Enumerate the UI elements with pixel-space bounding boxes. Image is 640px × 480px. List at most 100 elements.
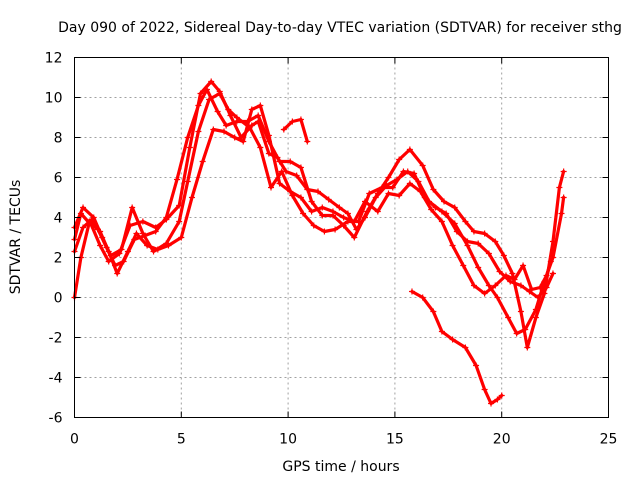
data-point [464, 238, 471, 245]
data-point [517, 308, 524, 315]
data-point [509, 270, 516, 277]
data-point [105, 258, 112, 265]
data-point [485, 282, 492, 289]
data-point [233, 118, 240, 125]
data-point [556, 184, 563, 191]
data-point [276, 158, 283, 165]
y-tick-label: -2 [49, 331, 63, 347]
data-point [124, 248, 131, 255]
data-point [406, 146, 413, 153]
data-point [494, 396, 501, 403]
data-point [441, 198, 448, 205]
data-point [541, 290, 548, 297]
data-point [406, 180, 413, 187]
data-point [257, 102, 264, 109]
data-point [549, 238, 556, 245]
data-point [332, 226, 339, 233]
data-point [366, 190, 373, 197]
data-point [558, 210, 565, 217]
data-point [419, 294, 426, 301]
data-point [197, 90, 204, 97]
data-point [199, 158, 206, 165]
y-tick-label: 12 [45, 51, 63, 67]
data-point [255, 112, 262, 119]
chart-title: Day 090 of 2022, Sidereal Day-to-day VTE… [58, 20, 622, 36]
data-point [396, 192, 403, 199]
data-point [308, 198, 315, 205]
data-point [513, 330, 520, 337]
data-point [428, 206, 435, 213]
data-point [432, 204, 439, 211]
data-point [374, 208, 381, 215]
y-tick-label: -4 [49, 371, 63, 387]
data-point [400, 168, 407, 175]
x-tick-label: 15 [386, 432, 404, 448]
data-point [430, 308, 437, 315]
data-point [511, 276, 518, 283]
data-point [460, 262, 467, 269]
data-point [265, 150, 272, 157]
data-point [520, 262, 527, 269]
data-point [364, 208, 371, 215]
data-point [449, 242, 456, 249]
y-tick-label: 6 [54, 171, 63, 187]
data-point [195, 128, 202, 135]
data-point [329, 208, 336, 215]
data-point [297, 116, 304, 123]
data-point [188, 194, 195, 201]
x-tick-label: 0 [70, 432, 79, 448]
data-point [216, 90, 223, 97]
data-point [176, 218, 183, 225]
data-point [297, 164, 304, 171]
data-point [257, 144, 264, 151]
data-point [105, 248, 112, 255]
data-point [470, 228, 477, 235]
data-point [97, 228, 104, 235]
data-point [319, 212, 326, 219]
series-trace [72, 87, 566, 350]
data-point [248, 106, 255, 113]
data-point [496, 268, 503, 275]
data-point [494, 294, 501, 301]
data-point [517, 282, 524, 289]
data-point [462, 344, 469, 351]
plot-frame [74, 57, 609, 418]
data-point [319, 204, 326, 211]
x-tick-label: 20 [493, 432, 511, 448]
data-point [97, 242, 104, 249]
data-point [152, 228, 159, 235]
data-point [475, 240, 482, 247]
data-point [315, 188, 322, 195]
data-point [411, 170, 418, 177]
data-point [408, 288, 415, 295]
data-point [297, 194, 304, 201]
series-trace [410, 289, 504, 406]
data-point [543, 272, 550, 279]
data-point [351, 218, 358, 225]
data-point [396, 156, 403, 163]
data-point [473, 362, 480, 369]
data-point [287, 188, 294, 195]
series-trace [72, 103, 553, 296]
axis-ticks: 0 5 10 15 20 25 -6 -4 -2 0 2 4 6 8 10 12 [45, 51, 618, 448]
data-point [532, 314, 539, 321]
data-point [308, 208, 315, 215]
data-point [268, 184, 275, 191]
data-point [223, 122, 230, 129]
data-point [195, 102, 202, 109]
series-track-4 [71, 102, 554, 297]
data-point [184, 134, 191, 141]
data-point [118, 246, 125, 253]
data-point [186, 144, 193, 151]
data-point [449, 336, 456, 343]
data-point [351, 234, 358, 241]
series-track-6 [408, 288, 505, 407]
data-point [178, 234, 185, 241]
data-point [385, 174, 392, 181]
data-point [438, 328, 445, 335]
data-point [129, 204, 136, 211]
data-point [163, 214, 170, 221]
data-point [300, 210, 307, 217]
data-point [500, 252, 507, 259]
